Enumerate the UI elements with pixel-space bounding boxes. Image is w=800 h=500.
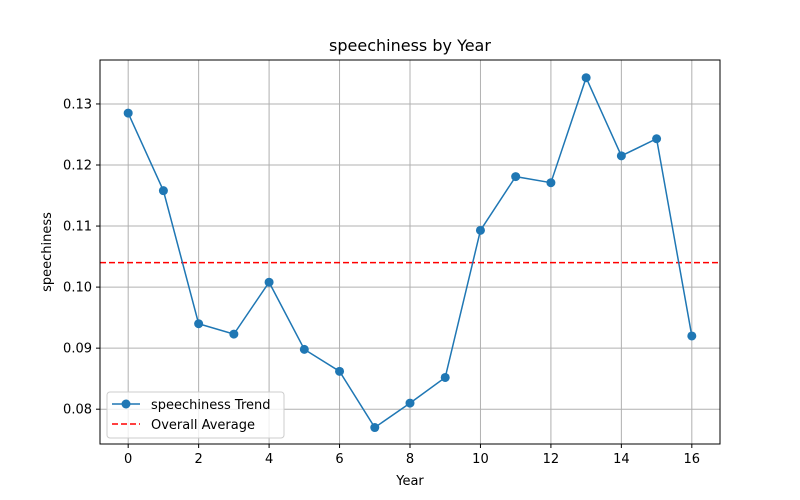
data-point (440, 372, 450, 382)
x-tick-label: 6 (335, 452, 343, 467)
data-point (405, 398, 415, 408)
y-tick-label: 0.09 (63, 342, 92, 357)
y-axis-label: speechiness (40, 212, 55, 292)
x-tick-label: 16 (684, 452, 701, 467)
data-point (475, 225, 485, 235)
y-tick-label: 0.12 (63, 159, 92, 174)
x-tick-label: 0 (124, 452, 132, 467)
legend-series-marker (121, 399, 131, 409)
chart-title: speechiness by Year (329, 36, 491, 55)
x-tick-label: 10 (472, 452, 489, 467)
series-group (123, 73, 697, 433)
x-tick-label: 8 (406, 452, 414, 467)
legend-box (106, 391, 285, 439)
legend: speechiness Trend Overall Average (106, 391, 285, 439)
y-tick-label: 0.10 (63, 281, 92, 296)
y-axis-ticks: 0.08 0.09 0.10 0.11 0.12 0.13 (63, 97, 100, 418)
data-point (652, 134, 662, 144)
x-tick-label: 14 (613, 452, 630, 467)
x-tick-label: 4 (265, 452, 273, 467)
x-tick-label: 12 (543, 452, 560, 467)
data-point (194, 319, 204, 329)
data-point (123, 108, 133, 118)
grid (100, 60, 720, 444)
data-point (264, 277, 274, 287)
data-point (299, 344, 309, 354)
data-point (335, 366, 345, 376)
y-tick-label: 0.11 (63, 220, 92, 235)
x-tick-label: 2 (194, 452, 202, 467)
data-point (158, 186, 168, 196)
legend-average-label: Overall Average (151, 418, 255, 433)
data-point (581, 73, 591, 83)
data-point (511, 172, 521, 182)
data-point (229, 329, 239, 339)
data-point (616, 151, 626, 161)
x-axis-ticks: 0 2 4 6 8 10 12 14 16 (124, 444, 700, 467)
data-point (546, 178, 556, 188)
y-tick-label: 0.13 (63, 97, 92, 112)
legend-series-label: speechiness Trend (151, 398, 271, 413)
x-axis-label: Year (395, 474, 424, 489)
data-point (687, 331, 697, 341)
data-point (370, 423, 380, 433)
y-tick-label: 0.08 (63, 403, 92, 418)
